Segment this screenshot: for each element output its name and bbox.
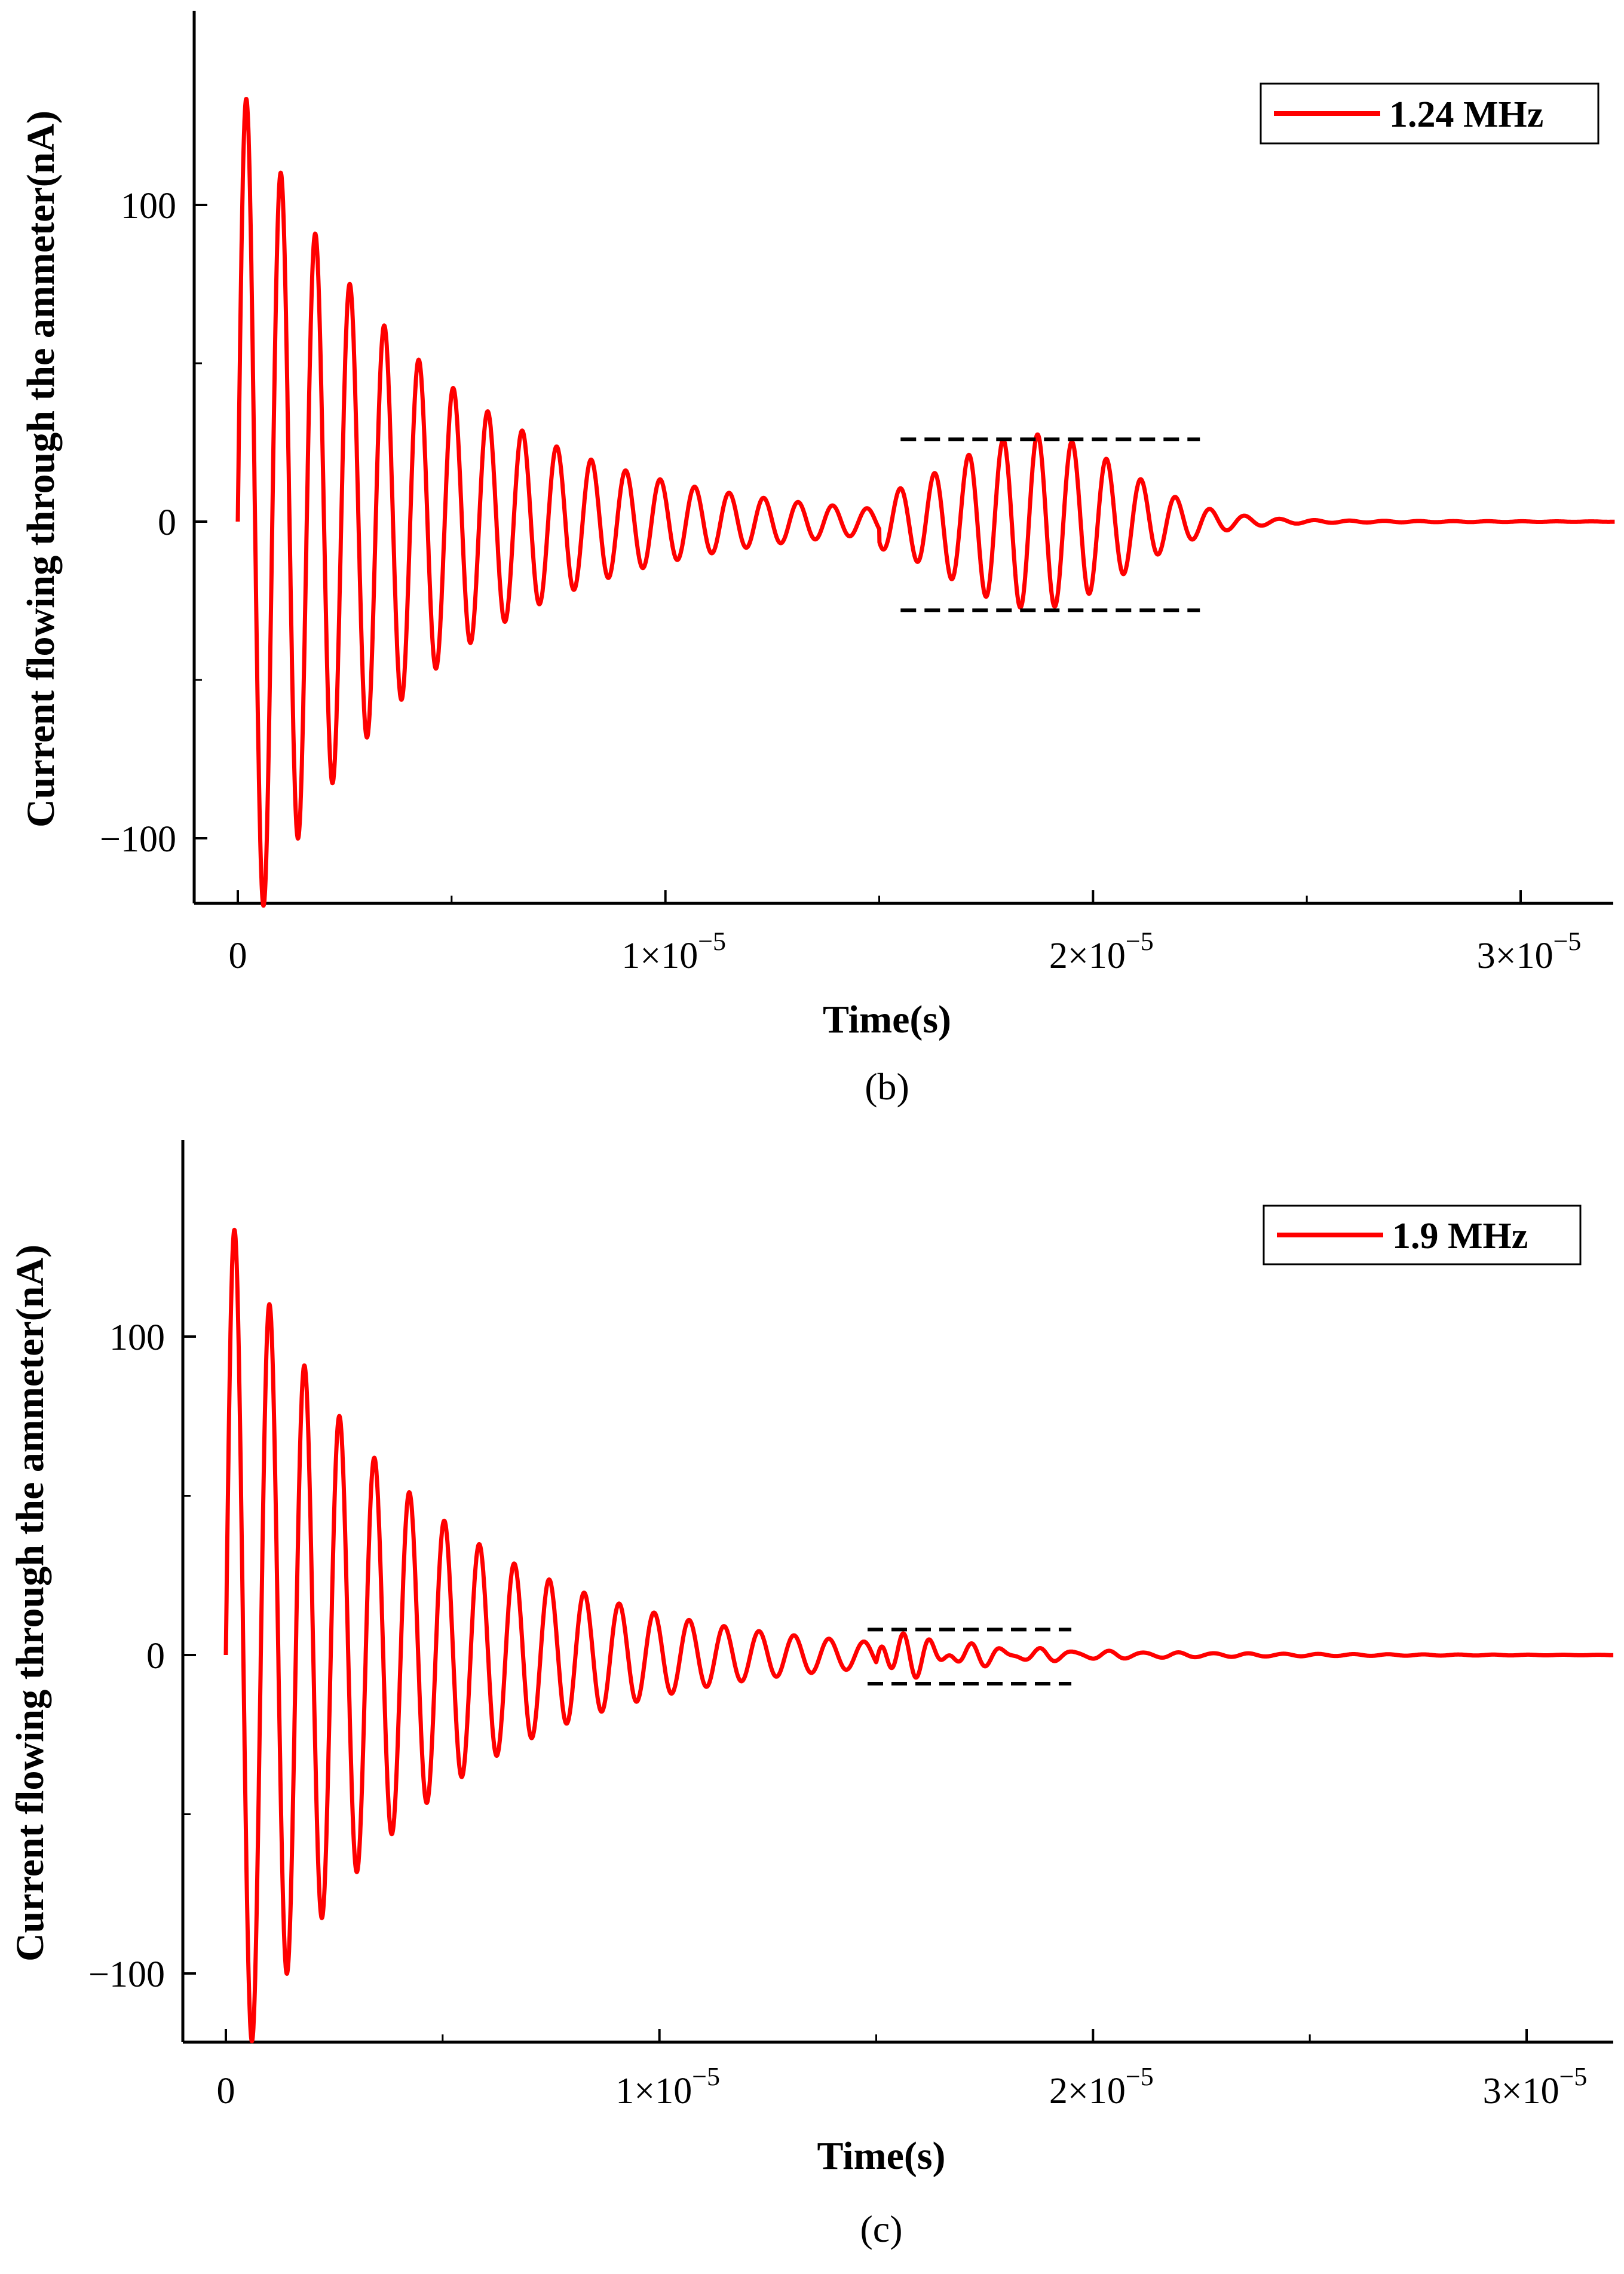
x-tick-label: 2×10−5	[1049, 2062, 1154, 2111]
x-tick-label: 1×10−5	[615, 2062, 720, 2111]
series-line	[223, 1227, 1616, 2043]
times-sign: ×	[1496, 936, 1516, 976]
legend-entry-label: 1.24 MHz	[1389, 94, 1543, 135]
tick-label-part: −5	[1126, 927, 1154, 956]
tick-label-part: 1	[615, 2071, 634, 2111]
y-tick-label: 100	[109, 1317, 165, 1358]
legend: 1.9 MHz	[1263, 1205, 1582, 1265]
tick-label-part: −5	[1126, 2062, 1154, 2091]
x-tick-label: 0	[217, 2071, 235, 2111]
tick-label-part: 10	[1089, 2071, 1126, 2111]
tick-label-part: −5	[692, 2062, 720, 2091]
times-sign: ×	[640, 936, 661, 976]
tick-label-part: 2	[1049, 2071, 1068, 2111]
tick-label-part: 10	[661, 936, 698, 976]
y-tick-label: 100	[121, 186, 176, 226]
tick-label-part: 10	[1089, 936, 1126, 976]
x-tick-label: 2×10−5	[1049, 927, 1154, 976]
tick-label-part: −5	[1559, 2062, 1588, 2091]
tick-label-part: 2	[1049, 936, 1068, 976]
x-tick-label: 3×10−5	[1477, 927, 1582, 976]
legend-entry-label: 1.9 MHz	[1392, 1216, 1528, 1256]
y-tick-label: −100	[88, 1954, 165, 1995]
times-sign: ×	[1502, 2071, 1522, 2111]
x-tick-label: 0	[229, 936, 247, 976]
panel-label: (c)	[860, 2208, 902, 2250]
y-tick-label: −100	[100, 819, 176, 860]
tick-label-part: 0	[229, 936, 247, 976]
times-sign: ×	[634, 2071, 655, 2111]
tick-label-part: 0	[217, 2071, 235, 2111]
times-sign: ×	[1068, 936, 1089, 976]
x-tick-label: 1×10−5	[621, 927, 726, 976]
tick-label-part: 3	[1477, 936, 1496, 976]
y-tick-label: 0	[146, 1636, 165, 1677]
tick-label-part: −5	[698, 927, 726, 956]
y-axis-title: Current flowing through the ammeter(nA)	[19, 111, 63, 828]
y-tick-label: 0	[158, 502, 176, 543]
x-tick-label: 3×10−5	[1483, 2062, 1588, 2111]
tick-label-part: 10	[655, 2071, 692, 2111]
panel-label: (b)	[865, 1065, 909, 1108]
series-line	[235, 97, 1617, 908]
legend: 1.24 MHz	[1260, 82, 1600, 145]
x-axis-title: Time(s)	[823, 998, 951, 1041]
tick-label-part: 10	[1522, 2071, 1559, 2111]
tick-label-part: 1	[621, 936, 640, 976]
times-sign: ×	[1068, 2071, 1089, 2111]
x-axis-title: Time(s)	[817, 2134, 945, 2178]
tick-label-part: −5	[1553, 927, 1582, 956]
y-axis-title: Current flowing through the ammeter(nA)	[8, 1245, 52, 1962]
tick-label-part: 3	[1483, 2071, 1502, 2111]
tick-label-part: 10	[1516, 936, 1553, 976]
